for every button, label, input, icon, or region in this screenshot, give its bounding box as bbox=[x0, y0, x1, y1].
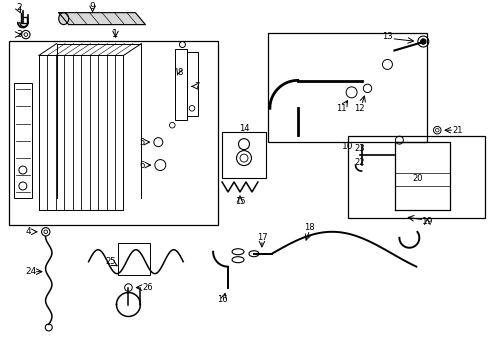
Ellipse shape bbox=[59, 13, 68, 24]
Text: 19: 19 bbox=[421, 217, 432, 226]
Text: 2: 2 bbox=[16, 3, 21, 12]
Circle shape bbox=[420, 39, 425, 44]
Text: 24: 24 bbox=[25, 267, 37, 276]
Text: 18: 18 bbox=[304, 223, 314, 232]
Text: 17: 17 bbox=[256, 233, 267, 242]
Bar bbox=[9, 41, 218, 225]
Text: 14: 14 bbox=[238, 124, 249, 133]
Bar bbox=[222, 132, 265, 178]
Bar bbox=[118, 243, 150, 275]
Text: 8: 8 bbox=[177, 68, 183, 77]
Text: 16: 16 bbox=[216, 295, 227, 304]
Bar bbox=[14, 84, 32, 198]
Text: 25: 25 bbox=[105, 257, 116, 266]
Text: 13: 13 bbox=[381, 32, 392, 41]
Text: 21: 21 bbox=[451, 126, 462, 135]
Text: 23: 23 bbox=[353, 144, 364, 153]
Text: 9: 9 bbox=[89, 2, 95, 11]
Bar bbox=[175, 49, 187, 120]
Bar bbox=[347, 136, 484, 218]
Text: 26: 26 bbox=[142, 283, 153, 292]
Text: 6: 6 bbox=[140, 161, 145, 170]
Text: 11: 11 bbox=[336, 104, 346, 113]
Text: 22: 22 bbox=[354, 158, 364, 167]
Text: 10: 10 bbox=[341, 141, 353, 150]
Text: 20: 20 bbox=[411, 174, 422, 183]
Polygon shape bbox=[59, 13, 145, 24]
Text: 4: 4 bbox=[26, 227, 32, 236]
Text: 12: 12 bbox=[354, 104, 364, 113]
Bar bbox=[267, 32, 427, 142]
Text: 7: 7 bbox=[194, 82, 200, 91]
Text: 15: 15 bbox=[234, 197, 245, 206]
Text: 3: 3 bbox=[16, 30, 21, 39]
Text: 5: 5 bbox=[140, 138, 145, 147]
Text: 1: 1 bbox=[112, 28, 118, 39]
Bar bbox=[187, 53, 198, 116]
